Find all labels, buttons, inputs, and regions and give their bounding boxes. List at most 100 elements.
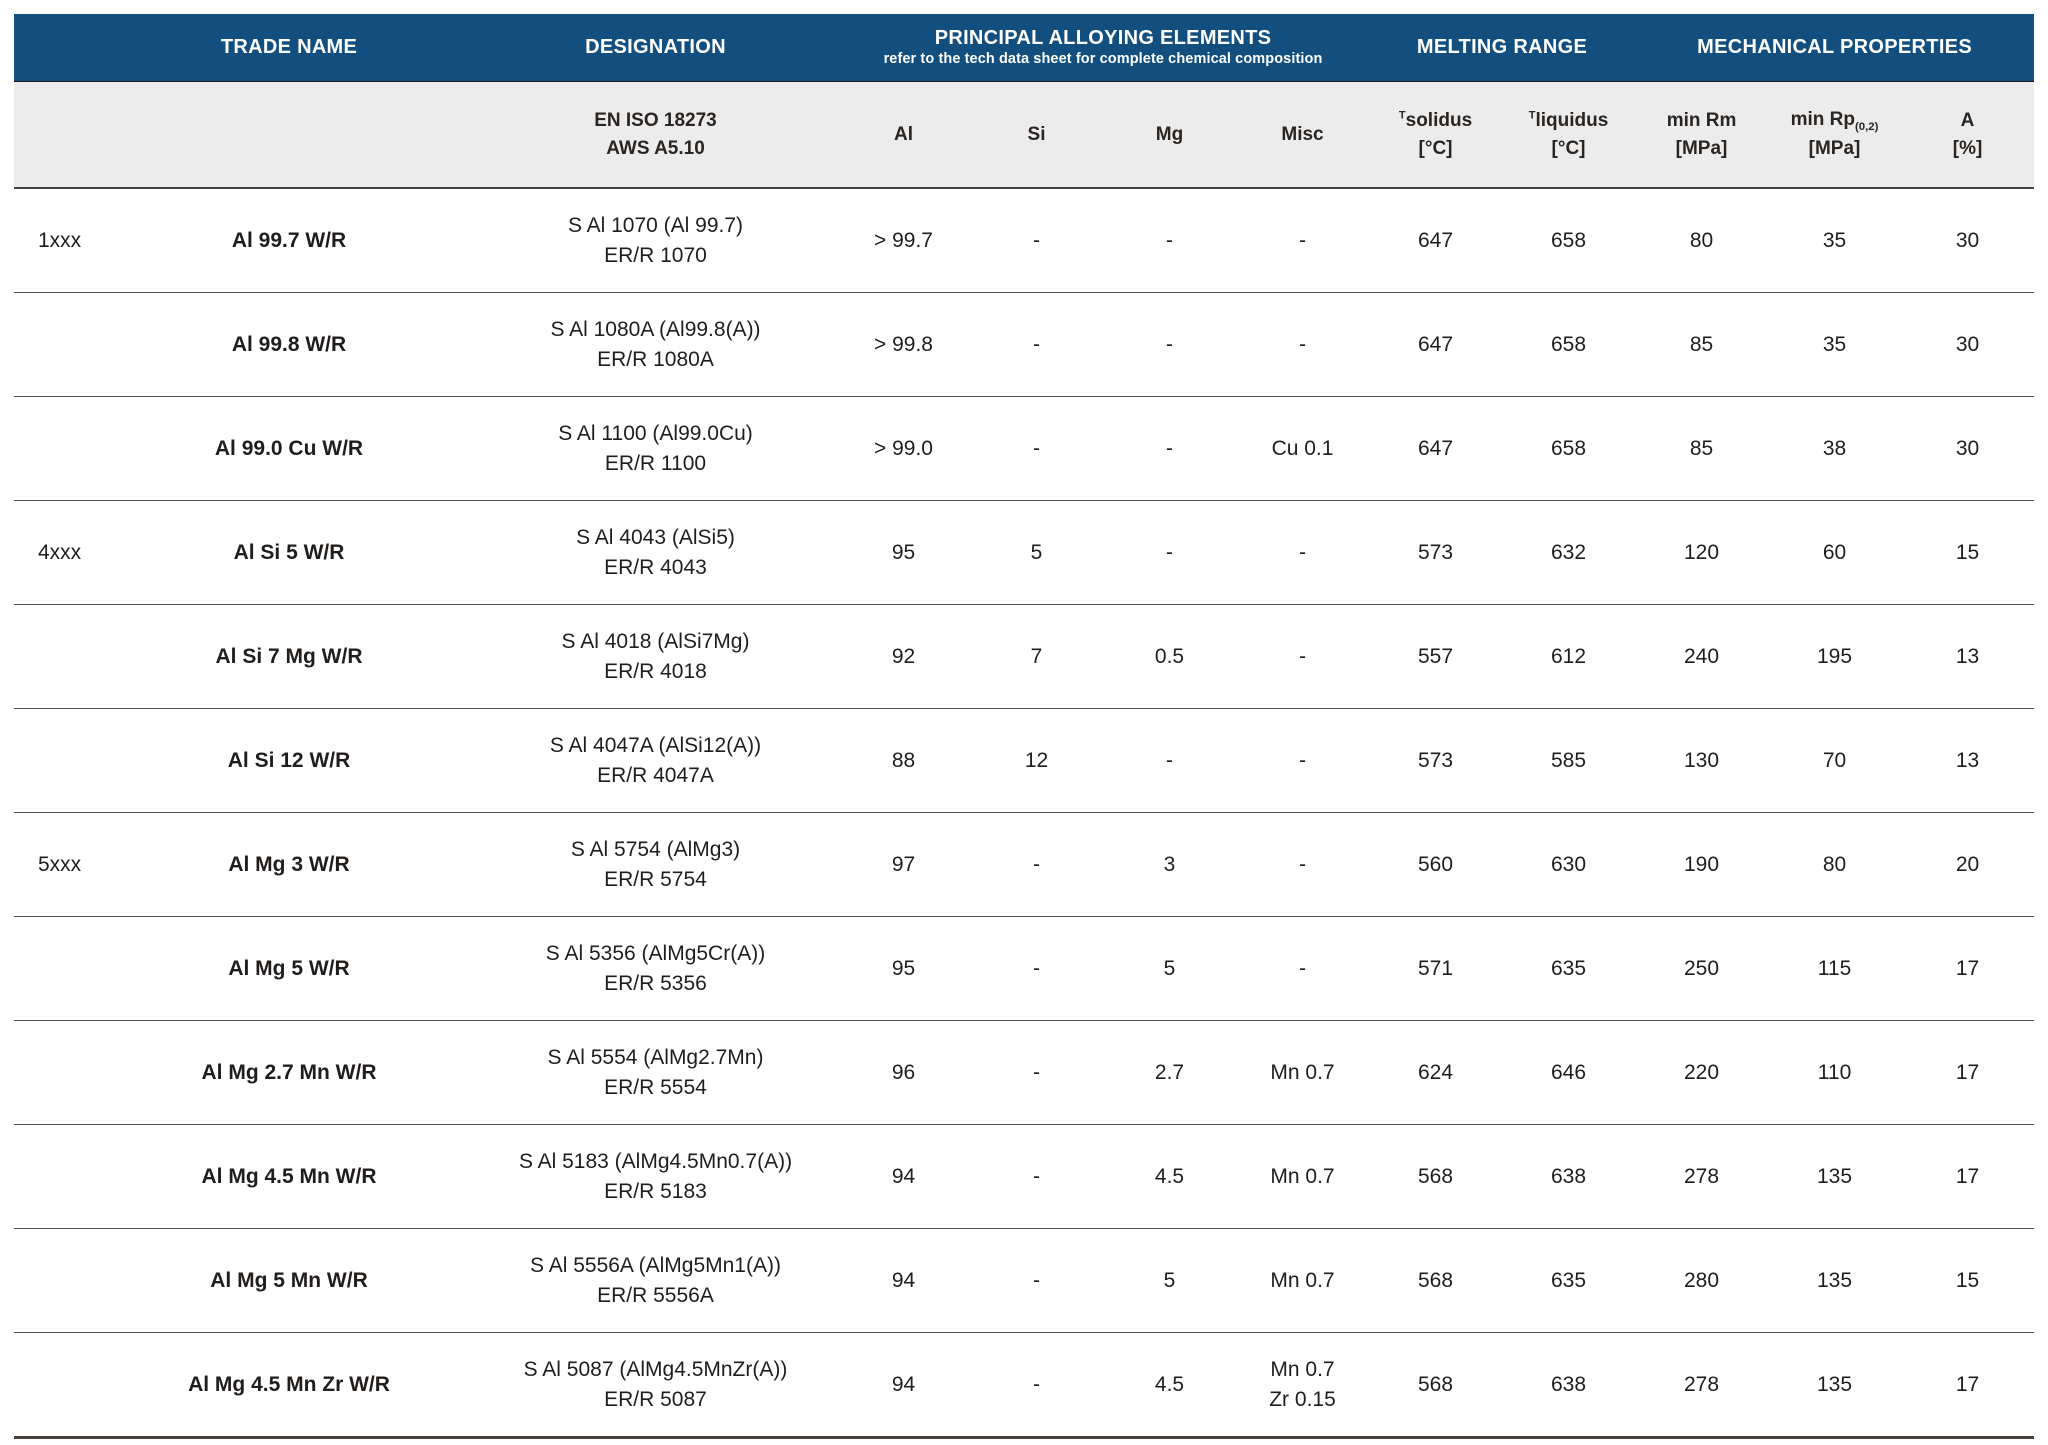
cell-al: 97 (837, 812, 970, 917)
cell-min-rp: 80 (1768, 812, 1902, 917)
cell-min-rp: 110 (1768, 1020, 1902, 1125)
cell-al: > 99.8 (837, 292, 970, 397)
subheader-al: Al (837, 81, 970, 189)
cell-si: 7 (970, 604, 1103, 709)
subheader-liquidus: Tliquidus [°C] (1502, 81, 1636, 189)
header-mechanical-properties: MECHANICAL PROPERTIES (1635, 14, 2035, 82)
cell-al: 88 (837, 708, 970, 813)
cell-solidus: 560 (1369, 812, 1503, 917)
table-row: Al Mg 4.5 Mn Zr W/R S Al 5087 (AlMg4.5Mn… (14, 1332, 2035, 1439)
subheader-min-rm: min Rm [MPa] (1635, 81, 1769, 189)
solidus-unit: [°C] (1418, 137, 1453, 159)
table-row: 1xxx Al 99.7 W/R S Al 1070 (Al 99.7) ER/R… (14, 188, 2035, 293)
cell-liquidus: 638 (1502, 1332, 1636, 1439)
cell-min-rm: 240 (1635, 604, 1769, 709)
solidus-sup: T (1398, 109, 1406, 122)
cell-misc: - (1236, 188, 1370, 293)
cell-min-rm: 80 (1635, 188, 1769, 293)
cell-si: - (970, 188, 1103, 293)
cell-elongation: 17 (1901, 916, 2035, 1021)
a-name: A (1960, 109, 1975, 131)
cell-trade-name: Al 99.0 Cu W/R (104, 396, 474, 501)
table-row: Al Mg 2.7 Mn W/R S Al 5554 (AlMg2.7Mn) ER… (14, 1020, 2035, 1125)
cell-alloy-group (14, 1124, 104, 1229)
cell-alloy-group: 1xxx (14, 188, 104, 293)
cell-misc: Mn 0.7 Zr 0.15 (1236, 1332, 1370, 1439)
cell-liquidus: 632 (1502, 500, 1636, 605)
cell-min-rp: 135 (1768, 1228, 1902, 1333)
cell-designation: S Al 1080A (Al99.8(A)) ER/R 1080A (474, 292, 837, 397)
subheader-min-rp: min Rp(0,2) [MPa] (1768, 81, 1902, 189)
subheader-si: Si (970, 81, 1103, 189)
cell-liquidus: 612 (1502, 604, 1636, 709)
cell-alloy-group (14, 708, 104, 813)
cell-mg: 5 (1103, 1228, 1236, 1333)
cell-trade-name: Al Si 5 W/R (104, 500, 474, 605)
cell-misc: - (1236, 916, 1370, 1021)
cell-si: - (970, 1124, 1103, 1229)
cell-liquidus: 658 (1502, 292, 1636, 397)
cell-solidus: 647 (1369, 292, 1503, 397)
cell-solidus: 571 (1369, 916, 1503, 1021)
cell-min-rp: 115 (1768, 916, 1902, 1021)
cell-al: > 99.7 (837, 188, 970, 293)
cell-alloy-group (14, 292, 104, 397)
table-row: Al Si 7 Mg W/R S Al 4018 (AlSi7Mg) ER/R 4… (14, 604, 2035, 709)
cell-liquidus: 635 (1502, 1228, 1636, 1333)
cell-si: - (970, 1332, 1103, 1439)
cell-min-rm: 85 (1635, 292, 1769, 397)
table-header-row: TRADE NAME DESIGNATION PRINCIPAL ALLOYIN… (14, 14, 2035, 82)
cell-designation: S Al 5554 (AlMg2.7Mn) ER/R 5554 (474, 1020, 837, 1125)
cell-misc: Mn 0.7 (1236, 1020, 1370, 1125)
cell-trade-name: Al Mg 4.5 Mn W/R (104, 1124, 474, 1229)
cell-elongation: 30 (1901, 292, 2035, 397)
table-row: 5xxx Al Mg 3 W/R S Al 5754 (AlMg3) ER/R 5… (14, 812, 2035, 917)
cell-trade-name: Al Mg 3 W/R (104, 812, 474, 917)
cell-min-rp: 135 (1768, 1124, 1902, 1229)
cell-min-rp: 70 (1768, 708, 1902, 813)
cell-misc: - (1236, 708, 1370, 813)
cell-min-rp: 35 (1768, 292, 1902, 397)
cell-si: - (970, 1020, 1103, 1125)
solidus-name: solidus (1405, 109, 1473, 131)
subheader-elongation: A [%] (1901, 81, 2035, 189)
cell-mg: 4.5 (1103, 1332, 1236, 1439)
cell-alloy-group (14, 916, 104, 1021)
cell-misc: Cu 0.1 (1236, 396, 1370, 501)
cell-designation: S Al 4018 (AlSi7Mg) ER/R 4018 (474, 604, 837, 709)
cell-alloy-group (14, 1020, 104, 1125)
cell-min-rp: 195 (1768, 604, 1902, 709)
cell-designation: S Al 1100 (Al99.0Cu) ER/R 1100 (474, 396, 837, 501)
cell-min-rm: 130 (1635, 708, 1769, 813)
cell-solidus: 557 (1369, 604, 1503, 709)
cell-min-rm: 250 (1635, 916, 1769, 1021)
cell-mg: - (1103, 396, 1236, 501)
cell-si: - (970, 916, 1103, 1021)
cell-si: - (970, 396, 1103, 501)
header-group-spacer (14, 14, 104, 82)
alloy-data-table: TRADE NAME DESIGNATION PRINCIPAL ALLOYIN… (14, 14, 2035, 1439)
table-row: Al 99.0 Cu W/R S Al 1100 (Al99.0Cu) ER/R … (14, 396, 2035, 501)
cell-si: - (970, 1228, 1103, 1333)
cell-al: 95 (837, 500, 970, 605)
cell-solidus: 573 (1369, 708, 1503, 813)
cell-alloy-group (14, 1332, 104, 1439)
cell-solidus: 568 (1369, 1228, 1503, 1333)
cell-mg: 2.7 (1103, 1020, 1236, 1125)
cell-elongation: 17 (1901, 1332, 2035, 1439)
cell-min-rp: 35 (1768, 188, 1902, 293)
cell-misc: - (1236, 812, 1370, 917)
cell-solidus: 573 (1369, 500, 1503, 605)
cell-mg: - (1103, 188, 1236, 293)
cell-solidus: 624 (1369, 1020, 1503, 1125)
cell-liquidus: 635 (1502, 916, 1636, 1021)
cell-min-rm: 278 (1635, 1332, 1769, 1439)
rp-unit: [MPa] (1808, 138, 1861, 160)
cell-designation: S Al 4043 (AlSi5) ER/R 4043 (474, 500, 837, 605)
cell-trade-name: Al Si 12 W/R (104, 708, 474, 813)
cell-min-rp: 38 (1768, 396, 1902, 501)
cell-liquidus: 658 (1502, 188, 1636, 293)
cell-misc: - (1236, 292, 1370, 397)
cell-trade-name: Al 99.7 W/R (104, 188, 474, 293)
